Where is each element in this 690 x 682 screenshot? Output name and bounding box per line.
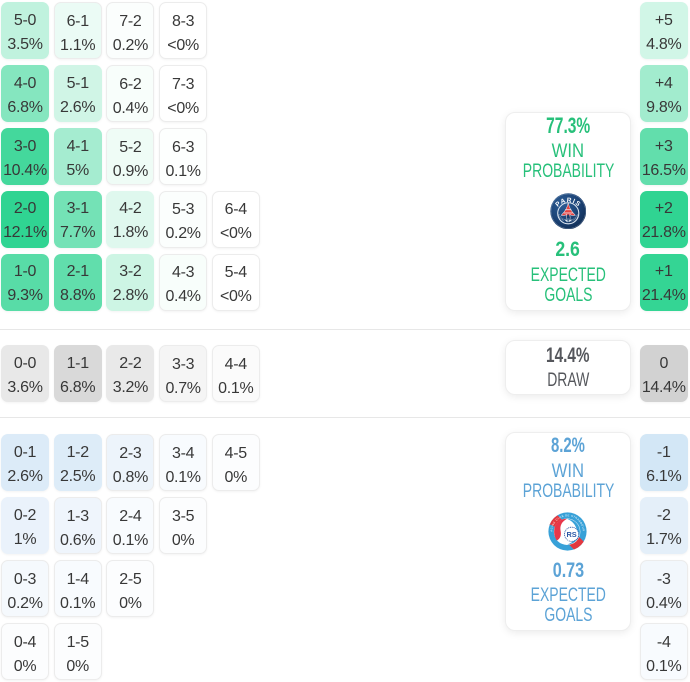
svg-text:ALSACE: ALSACE bbox=[561, 536, 575, 542]
svg-text:RS: RS bbox=[567, 530, 577, 539]
svg-text:PARIS: PARIS bbox=[554, 197, 582, 209]
